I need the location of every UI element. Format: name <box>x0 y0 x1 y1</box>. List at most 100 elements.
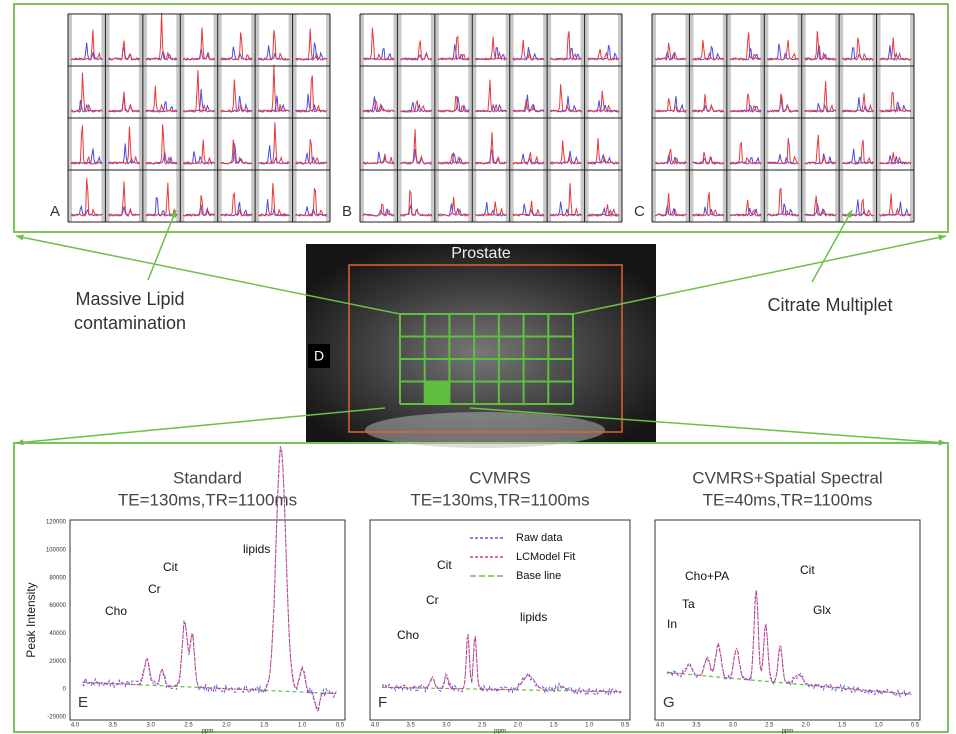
panel-label: F <box>378 694 387 711</box>
y-tick-label: 0 <box>63 687 67 693</box>
x-tick-label: 1.0 <box>874 723 883 729</box>
spectrum-trace <box>437 196 470 217</box>
arrowhead <box>170 210 177 218</box>
plot-frame <box>654 519 921 721</box>
spectrum-trace <box>842 37 874 61</box>
x-tick-label: 0.5 <box>336 723 345 729</box>
spectrum-trace <box>108 91 140 113</box>
spectrum-trace <box>295 75 328 113</box>
spectrum <box>382 633 622 693</box>
peak-annotation: In <box>667 617 677 631</box>
spectrum-trace <box>400 101 433 113</box>
x-tick-label: 1.5 <box>838 723 847 729</box>
spectrum-trace <box>70 178 103 218</box>
x-tick-label: 3.0 <box>442 723 451 729</box>
plot-title: Standard <box>173 468 242 487</box>
callout: Massive Lipid <box>75 289 184 309</box>
x-tick-label: 0.5 <box>911 723 920 729</box>
connector <box>147 209 177 281</box>
spectrum-trace <box>257 64 290 114</box>
y-tick-label: 60000 <box>49 603 66 609</box>
spectrum-trace <box>400 189 433 217</box>
spectrum-trace <box>362 99 395 113</box>
spectrum-trace <box>692 151 725 165</box>
spectrum-trace <box>257 122 290 165</box>
panel-label: D <box>314 348 324 364</box>
y-tick-label: 120000 <box>46 520 67 526</box>
x-tick-label: 2.5 <box>765 723 774 729</box>
spectrum-trace <box>729 32 762 61</box>
spectrum-trace <box>400 99 432 113</box>
spectrum-trace <box>108 181 141 217</box>
spectrum-trace <box>692 40 725 61</box>
legend-label: Base line <box>516 570 561 582</box>
spectrum-trace <box>183 70 215 114</box>
spectrum-trace <box>729 93 762 113</box>
panel-label: E <box>78 694 88 711</box>
panel-label: A <box>50 203 60 220</box>
panel-label: G <box>663 694 675 711</box>
spectrum-trace <box>587 48 620 61</box>
spectrum-trace <box>475 201 507 217</box>
spectrum-trace <box>692 192 725 217</box>
spectrum-trace <box>220 139 253 165</box>
spectrum-trace <box>512 152 545 165</box>
plot-params: TE=130ms,TR=1100ms <box>118 490 297 509</box>
spectrum-trace <box>804 195 837 218</box>
spectrum-trace <box>295 188 328 217</box>
x-tick-label: 4.0 <box>371 723 380 729</box>
y-tick-label: 40000 <box>49 631 66 637</box>
peak-annotation: Cit <box>437 558 452 572</box>
spectrum-trace <box>182 151 216 165</box>
panel-label: B <box>342 203 352 220</box>
spectrum-trace <box>550 183 582 217</box>
spectrum-trace <box>879 91 912 113</box>
peak-annotation: Cho+PA <box>685 569 729 583</box>
spectrum-trace <box>549 140 582 165</box>
label-box <box>308 344 330 368</box>
callout: contamination <box>74 313 186 333</box>
arrowhead <box>938 234 946 241</box>
spectrum-trace <box>400 40 433 61</box>
peak-annotation: Cr <box>426 593 439 607</box>
spectrum <box>667 590 912 695</box>
spectrum-trace <box>362 153 395 165</box>
spectrum-trace <box>767 187 800 217</box>
x-tick-label: 3.5 <box>109 723 118 729</box>
peak-annotation: Glx <box>813 603 831 617</box>
arrowhead <box>16 234 24 241</box>
callout: Citrate Multiplet <box>767 295 892 315</box>
spectrum-trace <box>841 139 875 165</box>
legend-label: LCModel Fit <box>516 551 575 563</box>
x-axis-label: ppm <box>494 729 506 734</box>
spectrum-trace <box>257 30 290 61</box>
spectrum-trace <box>512 99 545 113</box>
spectrum-trace <box>70 72 103 113</box>
spectrum-trace <box>437 44 470 61</box>
y-tick-label: 20000 <box>49 659 66 665</box>
spectrum-trace <box>362 47 395 61</box>
spectrum-trace <box>145 124 178 165</box>
spectrum-trace <box>654 148 687 165</box>
mri-title: Prostate <box>451 245 511 262</box>
connector <box>15 407 386 444</box>
spectrum-trace <box>804 81 837 113</box>
spectrum-trace <box>70 42 103 61</box>
x-tick-label: 1.5 <box>549 723 558 729</box>
spectrum-trace <box>729 199 762 217</box>
connector <box>811 209 853 283</box>
spectrum-trace <box>70 29 103 61</box>
spectrum-trace <box>295 28 328 61</box>
y-tick-label: -20000 <box>47 715 66 721</box>
spectrum-trace <box>183 27 215 61</box>
roi-box <box>348 264 623 433</box>
spectrum-trace <box>70 125 103 165</box>
x-axis-label: ppm <box>782 729 794 734</box>
legend-label: Raw data <box>516 532 563 544</box>
spectrum-trace <box>587 90 620 113</box>
arrowhead <box>16 439 24 446</box>
spectrum-trace <box>400 129 433 165</box>
peak-annotation: Ta <box>682 597 695 611</box>
x-tick-label: 4.0 <box>71 723 80 729</box>
spectrum-trace <box>655 98 687 113</box>
